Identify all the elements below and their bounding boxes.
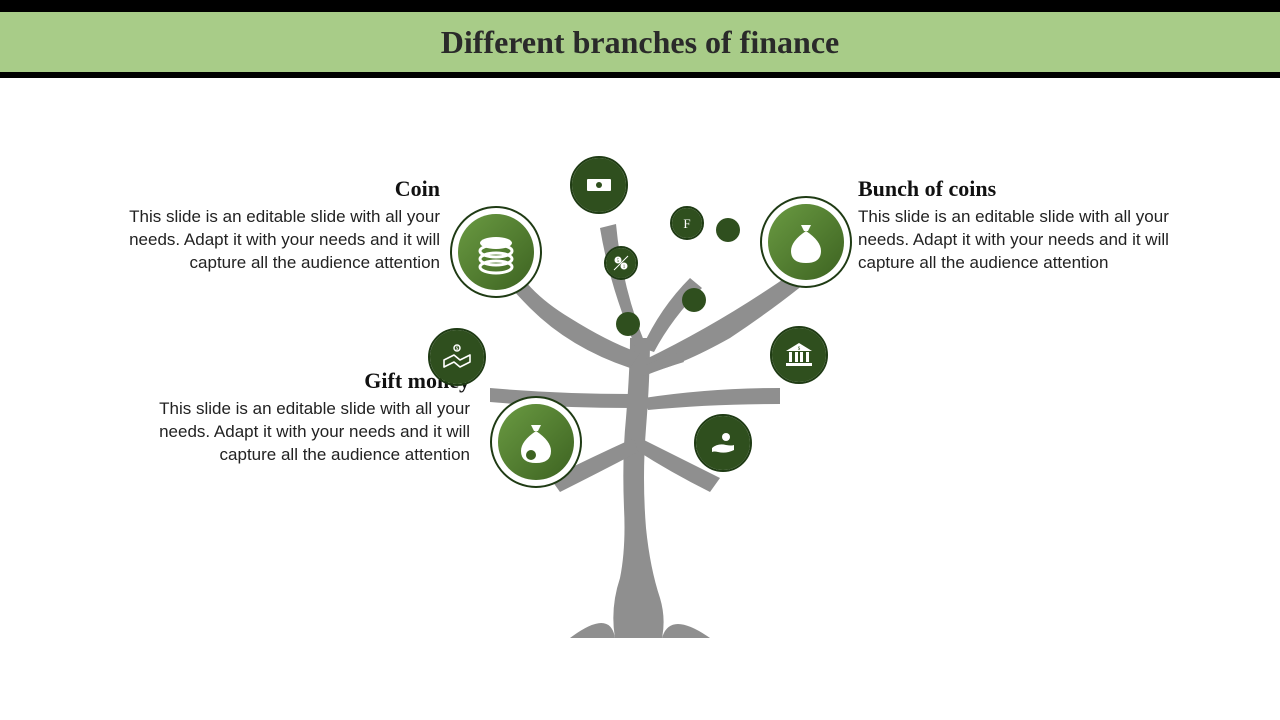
dots-icon: 5 1 bbox=[611, 253, 631, 273]
top-black-bar bbox=[0, 0, 1280, 12]
callout-bunch-of-coins: Bunch of coins This slide is an editable… bbox=[858, 176, 1198, 275]
callout-heading: Gift money bbox=[130, 368, 470, 394]
node-dice: 5 1 bbox=[604, 246, 638, 280]
node-coin-stack bbox=[450, 206, 542, 298]
banknote-icon bbox=[582, 168, 616, 202]
callout-body: This slide is an editable slide with all… bbox=[130, 398, 470, 467]
callout-heading: Coin bbox=[100, 176, 440, 202]
node-dot-1 bbox=[716, 218, 740, 242]
node-hand-coin bbox=[694, 414, 752, 472]
coins-icon bbox=[471, 227, 521, 277]
callout-coin: Coin This slide is an editable slide wit… bbox=[100, 176, 440, 275]
callout-gift-money: Gift money This slide is an editable sli… bbox=[130, 368, 470, 467]
callout-body: This slide is an editable slide with all… bbox=[858, 206, 1198, 275]
letter-f-icon: F bbox=[677, 213, 697, 233]
bank-icon: $ bbox=[782, 338, 816, 372]
handshake-icon: $ bbox=[440, 340, 474, 374]
moneybag-icon bbox=[781, 217, 831, 267]
node-franc: F bbox=[670, 206, 704, 240]
diagram-stage: Coin This slide is an editable slide wit… bbox=[0, 78, 1280, 718]
slide-title: Different branches of finance bbox=[441, 24, 839, 61]
node-money-bag-right bbox=[760, 196, 852, 288]
handcoin-icon bbox=[706, 426, 740, 460]
node-bank: $ bbox=[770, 326, 828, 384]
callout-heading: Bunch of coins bbox=[858, 176, 1198, 202]
title-band: Different branches of finance bbox=[0, 12, 1280, 72]
node-money-bag-left bbox=[490, 396, 582, 488]
node-dot-3 bbox=[616, 312, 640, 336]
node-cash-note bbox=[570, 156, 628, 214]
node-dot-2 bbox=[682, 288, 706, 312]
svg-text:F: F bbox=[683, 216, 690, 231]
node-handshake: $ bbox=[428, 328, 486, 386]
callout-body: This slide is an editable slide with all… bbox=[100, 206, 440, 275]
moneybag-icon bbox=[511, 417, 561, 467]
